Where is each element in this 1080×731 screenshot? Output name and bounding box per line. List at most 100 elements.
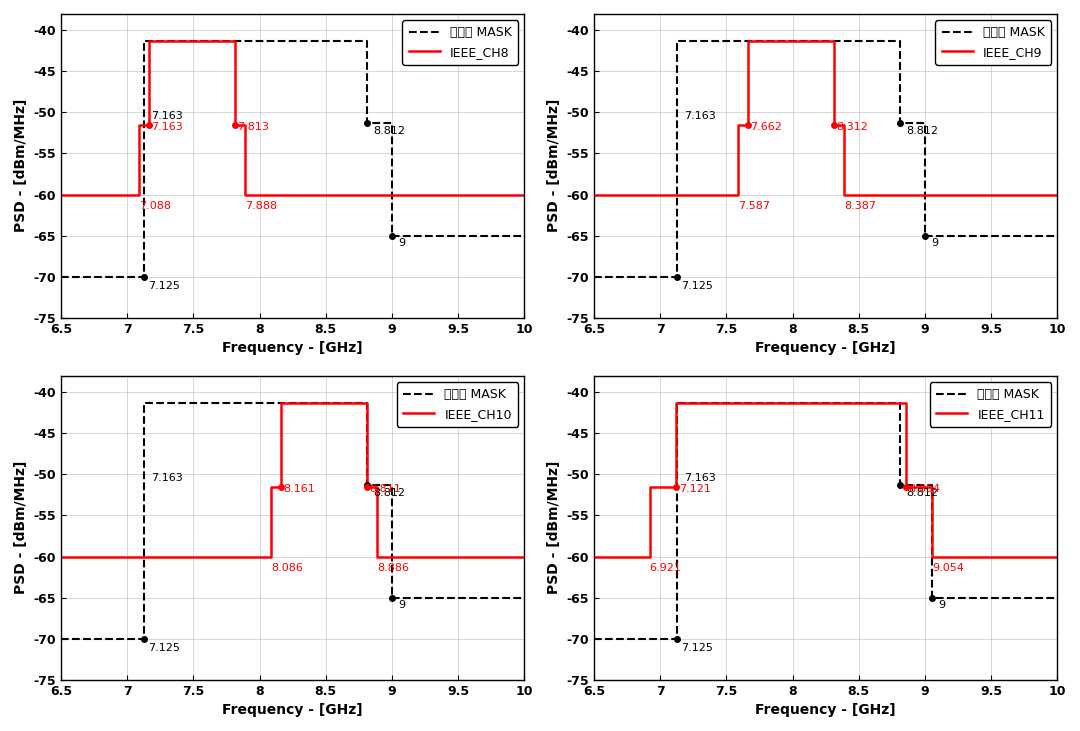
- IEEE_CH8: [228, 121, 241, 129]
- 新国标 MASK: [137, 635, 150, 643]
- 新国标 MASK: [1051, 231, 1064, 240]
- Line: 新国标 MASK: 新国标 MASK: [594, 41, 1057, 276]
- IEEE_CH11: [644, 482, 657, 491]
- Legend: 新国标 MASK, IEEE_CH8: 新国标 MASK, IEEE_CH8: [403, 20, 518, 65]
- Text: 7.121: 7.121: [679, 485, 711, 494]
- Text: 7.125: 7.125: [148, 643, 179, 653]
- IEEE_CH9: [827, 121, 840, 129]
- Text: 8.886: 8.886: [377, 563, 409, 573]
- 新国标 MASK: [918, 231, 931, 240]
- Text: 9: 9: [399, 238, 406, 248]
- 新国标 MASK: [893, 37, 906, 45]
- Text: 7.163: 7.163: [685, 111, 716, 121]
- IEEE_CH9: [731, 190, 744, 199]
- Y-axis label: PSD - [dBm/MHz]: PSD - [dBm/MHz]: [14, 461, 28, 594]
- IEEE_CH9: [731, 121, 744, 129]
- IEEE_CH8: [143, 121, 156, 129]
- 新国标 MASK: [893, 481, 906, 490]
- IEEE_CH10: [370, 552, 383, 561]
- 新国标 MASK: [926, 481, 939, 490]
- Line: 新国标 MASK: 新国标 MASK: [594, 403, 1057, 639]
- 新国标 MASK: [588, 635, 600, 643]
- 新国标 MASK: [893, 398, 906, 407]
- 新国标 MASK: [386, 481, 399, 490]
- IEEE_CH8: [239, 190, 252, 199]
- Line: IEEE_CH10: IEEE_CH10: [60, 403, 524, 556]
- 新国标 MASK: [671, 37, 684, 45]
- Text: 8.387: 8.387: [843, 201, 876, 211]
- Legend: 新国标 MASK, IEEE_CH10: 新国标 MASK, IEEE_CH10: [396, 382, 518, 427]
- IEEE_CH8: [132, 190, 145, 199]
- Text: 7.125: 7.125: [680, 643, 713, 653]
- Line: IEEE_CH11: IEEE_CH11: [594, 403, 1057, 556]
- 新国标 MASK: [386, 118, 399, 127]
- Text: 7.813: 7.813: [238, 122, 269, 132]
- Text: 9.054: 9.054: [932, 563, 964, 573]
- IEEE_CH10: [517, 552, 530, 561]
- Text: 7.125: 7.125: [680, 281, 713, 291]
- IEEE_CH11: [926, 552, 939, 561]
- Y-axis label: PSD - [dBm/MHz]: PSD - [dBm/MHz]: [14, 99, 28, 232]
- IEEE_CH9: [588, 190, 600, 199]
- Text: 8.812: 8.812: [374, 126, 406, 135]
- 新国标 MASK: [517, 593, 530, 602]
- 新国标 MASK: [671, 635, 684, 643]
- IEEE_CH11: [900, 398, 913, 407]
- 新国标 MASK: [926, 593, 939, 602]
- IEEE_CH8: [517, 190, 530, 199]
- IEEE_CH8: [239, 121, 252, 129]
- IEEE_CH10: [370, 482, 383, 491]
- IEEE_CH10: [265, 552, 278, 561]
- Line: 新国标 MASK: 新国标 MASK: [60, 403, 524, 639]
- IEEE_CH9: [837, 190, 850, 199]
- IEEE_CH11: [900, 482, 913, 491]
- IEEE_CH9: [1051, 190, 1064, 199]
- Text: 9: 9: [939, 600, 946, 610]
- Line: IEEE_CH8: IEEE_CH8: [60, 41, 524, 194]
- Line: IEEE_CH9: IEEE_CH9: [594, 41, 1057, 194]
- 新国标 MASK: [517, 231, 530, 240]
- 新国标 MASK: [361, 481, 374, 490]
- 新国标 MASK: [137, 37, 150, 45]
- 新国标 MASK: [137, 398, 150, 407]
- 新国标 MASK: [1051, 593, 1064, 602]
- Text: 7.662: 7.662: [751, 122, 782, 132]
- 新国标 MASK: [137, 272, 150, 281]
- IEEE_CH11: [670, 398, 683, 407]
- Text: 8.086: 8.086: [271, 563, 302, 573]
- Text: 7.163: 7.163: [151, 111, 184, 121]
- Text: 7.163: 7.163: [685, 474, 716, 483]
- Text: 8.812: 8.812: [907, 488, 939, 498]
- Y-axis label: PSD - [dBm/MHz]: PSD - [dBm/MHz]: [546, 461, 561, 594]
- Text: 7.125: 7.125: [148, 281, 179, 291]
- Text: 7.163: 7.163: [151, 474, 184, 483]
- IEEE_CH8: [132, 121, 145, 129]
- 新国标 MASK: [918, 118, 931, 127]
- Text: 7.163: 7.163: [151, 122, 184, 132]
- IEEE_CH11: [926, 482, 939, 491]
- 新国标 MASK: [361, 118, 374, 127]
- IEEE_CH10: [274, 482, 287, 491]
- Y-axis label: PSD - [dBm/MHz]: PSD - [dBm/MHz]: [546, 99, 561, 232]
- IEEE_CH9: [741, 121, 754, 129]
- 新国标 MASK: [893, 118, 906, 127]
- Text: 9: 9: [399, 600, 406, 610]
- IEEE_CH10: [361, 482, 374, 491]
- Text: 7.587: 7.587: [738, 201, 770, 211]
- IEEE_CH11: [588, 552, 600, 561]
- IEEE_CH8: [143, 37, 156, 45]
- X-axis label: Frequency - [GHz]: Frequency - [GHz]: [222, 703, 363, 717]
- IEEE_CH10: [274, 398, 287, 407]
- Text: 8.812: 8.812: [907, 126, 939, 135]
- Text: 6.921: 6.921: [650, 563, 681, 573]
- Text: 8.812: 8.812: [374, 488, 406, 498]
- 新国标 MASK: [671, 398, 684, 407]
- 新国标 MASK: [386, 231, 399, 240]
- 新国标 MASK: [54, 272, 67, 281]
- 新国标 MASK: [671, 272, 684, 281]
- Text: 8.312: 8.312: [837, 122, 868, 132]
- IEEE_CH10: [265, 482, 278, 491]
- Legend: 新国标 MASK, IEEE_CH11: 新国标 MASK, IEEE_CH11: [930, 382, 1051, 427]
- 新国标 MASK: [54, 635, 67, 643]
- Line: 新国标 MASK: 新国标 MASK: [60, 41, 524, 276]
